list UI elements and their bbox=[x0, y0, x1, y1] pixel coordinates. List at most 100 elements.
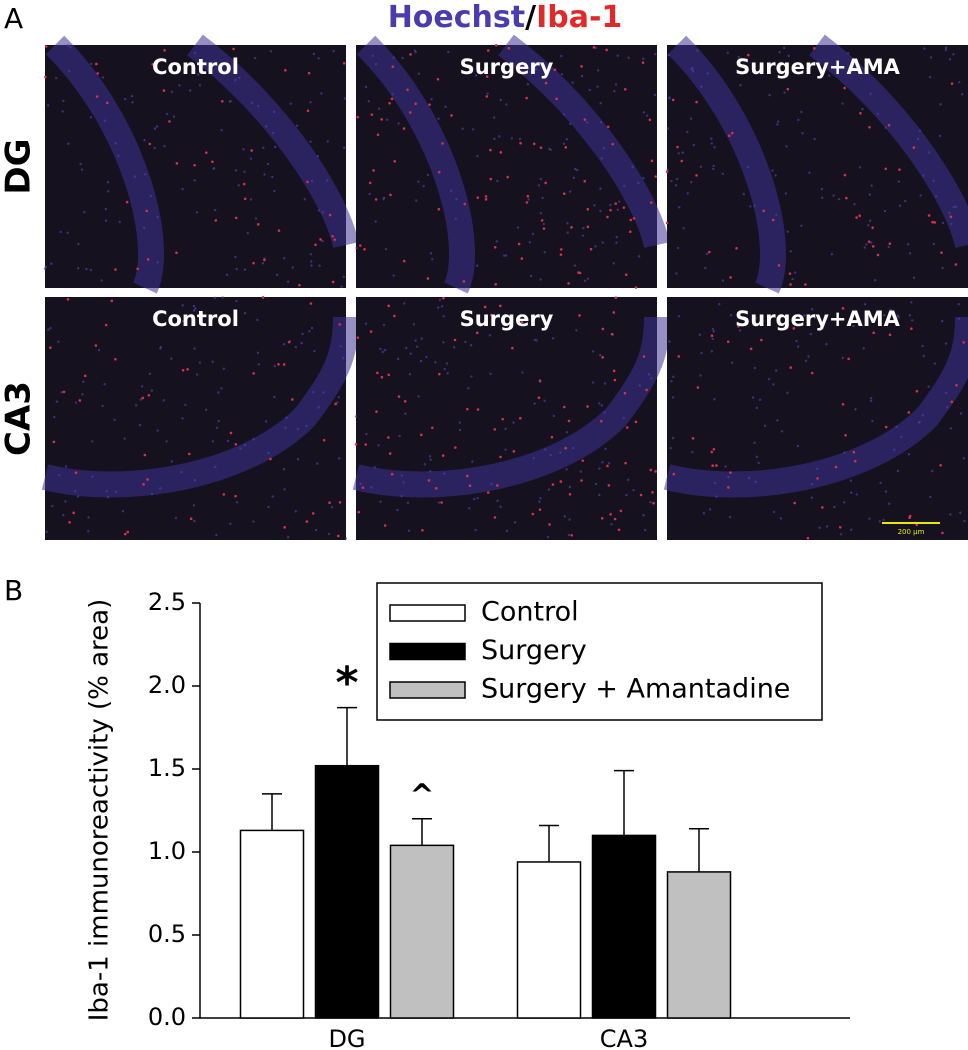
nucleus bbox=[192, 309, 196, 312]
nucleus bbox=[793, 271, 797, 274]
nucleus bbox=[713, 146, 716, 149]
nucleus bbox=[312, 390, 315, 394]
nucleus bbox=[442, 315, 445, 318]
nucleus bbox=[50, 262, 53, 265]
microglia bbox=[441, 142, 444, 145]
nucleus bbox=[776, 419, 779, 422]
nucleus bbox=[598, 493, 601, 497]
microglia bbox=[408, 111, 412, 114]
nucleus bbox=[420, 337, 423, 340]
microglia bbox=[539, 146, 543, 149]
bar bbox=[314, 764, 380, 1019]
nucleus bbox=[857, 65, 861, 69]
microglia bbox=[123, 532, 127, 536]
nucleus bbox=[803, 314, 806, 317]
nucleus bbox=[265, 125, 268, 128]
nucleus bbox=[310, 264, 313, 267]
nucleus bbox=[61, 110, 64, 113]
microglia bbox=[648, 118, 652, 122]
nucleus bbox=[452, 346, 456, 349]
nucleus bbox=[827, 74, 831, 77]
error-bar bbox=[539, 824, 559, 862]
nucleus bbox=[172, 115, 176, 118]
nucleus bbox=[314, 528, 318, 532]
nucleus bbox=[414, 339, 417, 342]
microglia bbox=[559, 480, 563, 483]
nucleus bbox=[895, 425, 898, 429]
microglia bbox=[402, 127, 406, 130]
microglia bbox=[282, 363, 286, 366]
scale-bar-label: 200 µm bbox=[898, 528, 925, 536]
microglia bbox=[402, 259, 406, 263]
microglia bbox=[162, 89, 166, 92]
microglia bbox=[606, 125, 610, 129]
nucleus bbox=[117, 154, 120, 158]
nucleus bbox=[104, 207, 108, 211]
microglia bbox=[634, 420, 638, 424]
microglia bbox=[642, 355, 646, 358]
microglia bbox=[369, 330, 373, 333]
nucleus bbox=[215, 426, 219, 429]
nucleus bbox=[286, 280, 290, 283]
nucleus bbox=[153, 146, 156, 150]
microglia bbox=[532, 142, 536, 146]
microglia bbox=[624, 461, 627, 465]
microglia bbox=[409, 53, 412, 56]
nucleus bbox=[921, 414, 925, 417]
nucleus bbox=[194, 307, 197, 310]
nucleus bbox=[133, 175, 137, 178]
microglia bbox=[680, 159, 684, 163]
nucleus bbox=[252, 520, 255, 523]
nucleus bbox=[949, 427, 953, 430]
nucleus bbox=[816, 467, 819, 471]
nucleus bbox=[195, 211, 199, 214]
nucleus bbox=[566, 222, 569, 225]
nucleus bbox=[690, 180, 693, 184]
nucleus bbox=[82, 380, 85, 383]
nucleus bbox=[686, 192, 689, 195]
nucleus bbox=[810, 496, 814, 499]
nucleus bbox=[413, 49, 417, 52]
nucleus bbox=[737, 55, 740, 59]
nucleus bbox=[753, 441, 756, 445]
nucleus bbox=[148, 372, 152, 375]
nucleus bbox=[754, 316, 757, 320]
nucleus bbox=[400, 474, 404, 477]
nucleus bbox=[55, 400, 59, 403]
nucleus bbox=[296, 458, 300, 461]
nucleus bbox=[80, 168, 84, 171]
nucleus bbox=[76, 495, 80, 498]
microglia bbox=[600, 419, 603, 423]
nucleus bbox=[565, 468, 568, 471]
nucleus bbox=[710, 137, 713, 140]
bar bbox=[591, 834, 657, 1019]
microglia bbox=[387, 436, 390, 439]
nucleus bbox=[534, 68, 538, 71]
nucleus bbox=[220, 387, 223, 390]
microglia bbox=[375, 410, 378, 413]
nucleus bbox=[419, 359, 423, 363]
nucleus bbox=[225, 273, 229, 277]
nucleus bbox=[505, 529, 509, 533]
nucleus bbox=[374, 63, 378, 66]
nucleus bbox=[165, 112, 169, 116]
nucleus bbox=[702, 512, 706, 515]
nucleus bbox=[195, 373, 199, 376]
nucleus bbox=[560, 73, 564, 76]
nucleus bbox=[83, 210, 86, 214]
nucleus bbox=[599, 101, 602, 105]
microglia bbox=[548, 523, 551, 526]
microglia bbox=[520, 257, 524, 260]
nucleus bbox=[196, 73, 200, 76]
microglia bbox=[654, 175, 658, 178]
microglia bbox=[319, 238, 322, 241]
nucleus bbox=[340, 285, 343, 288]
nucleus bbox=[423, 463, 427, 466]
nucleus bbox=[392, 56, 395, 59]
microglia bbox=[908, 516, 911, 520]
nucleus bbox=[104, 219, 108, 222]
microglia bbox=[525, 96, 528, 100]
nucleus bbox=[796, 444, 800, 448]
microglia bbox=[393, 159, 397, 163]
